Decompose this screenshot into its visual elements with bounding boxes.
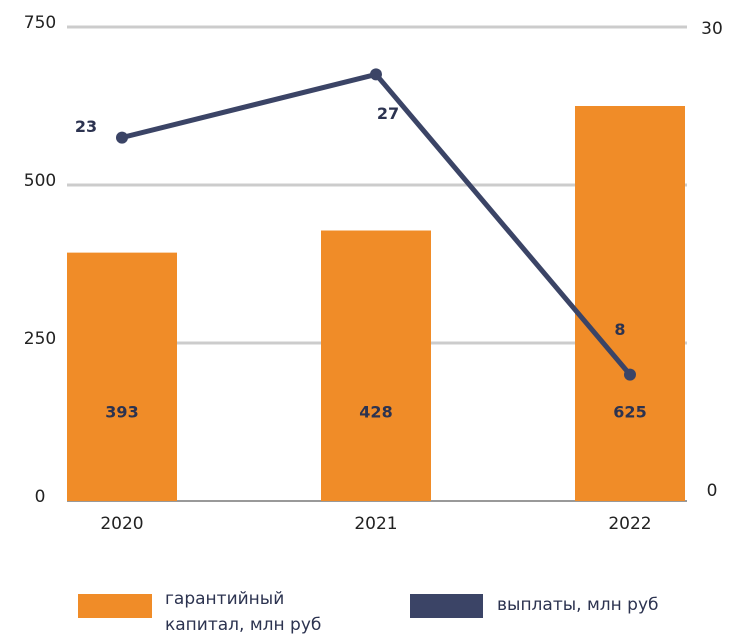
y-tick-label: 0	[35, 487, 46, 507]
line-point	[116, 131, 128, 144]
x-tick-label: 2021	[354, 514, 397, 534]
legend-label: выплаты, млн руб	[497, 595, 659, 615]
y2-tick-label: 30	[701, 19, 723, 39]
x-tick-label: 2020	[100, 514, 143, 534]
bar	[67, 252, 177, 501]
y-tick-label: 250	[24, 329, 56, 349]
data-label: 23	[75, 117, 97, 136]
legend-swatch	[410, 594, 483, 618]
bar	[575, 106, 685, 501]
x-tick-label: 2022	[608, 514, 651, 534]
legend-label: гарантийный капитал, млн руб	[165, 589, 322, 635]
data-label: 428	[359, 403, 392, 422]
line-point	[624, 368, 636, 381]
legend-swatch	[78, 594, 152, 618]
line-point	[370, 68, 382, 81]
y2-tick-label: 0	[707, 481, 718, 501]
data-label: 393	[105, 403, 138, 422]
data-label: 8	[614, 320, 625, 339]
bar	[321, 230, 431, 501]
data-label: 27	[377, 104, 399, 123]
y-tick-label: 750	[24, 13, 56, 33]
y-tick-label: 500	[24, 171, 56, 191]
data-label: 625	[613, 403, 646, 422]
